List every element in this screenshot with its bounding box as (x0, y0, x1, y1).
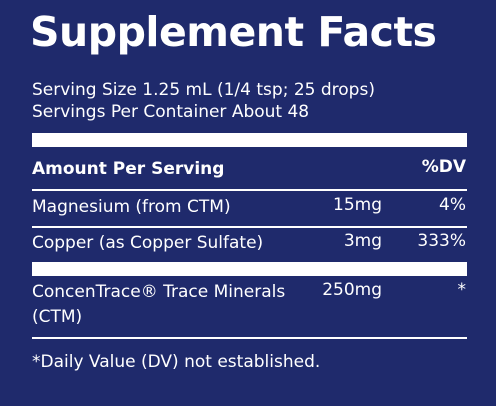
divider (32, 189, 467, 191)
footnote: *Daily Value (DV) not established. (32, 352, 321, 372)
divider-thick (32, 262, 467, 276)
divider (32, 226, 467, 228)
nutrient-name: Magnesium (from CTM) (32, 197, 231, 217)
nutrient-amount: 3mg (343, 231, 382, 251)
header-amount: Amount Per Serving (32, 159, 225, 179)
header-dv: %DV (421, 157, 466, 177)
nutrient-name: ConcenTrace® Trace Minerals (CTM) (32, 282, 286, 327)
divider-thick (32, 133, 467, 147)
nutrient-dv: 4% (439, 195, 466, 215)
servings-per-container: Servings Per Container About 48 (32, 102, 310, 122)
serving-size: Serving Size 1.25 mL (1/4 tsp; 25 drops) (32, 80, 375, 100)
nutrient-dv: * (457, 280, 467, 300)
nutrient-amount: 15mg (333, 195, 382, 215)
nutrient-dv: 333% (417, 231, 466, 251)
title: Supplement Facts (30, 8, 437, 56)
divider (32, 337, 467, 339)
nutrient-amount: 250mg (322, 280, 382, 300)
nutrient-name: Copper (as Copper Sulfate) (32, 233, 264, 253)
